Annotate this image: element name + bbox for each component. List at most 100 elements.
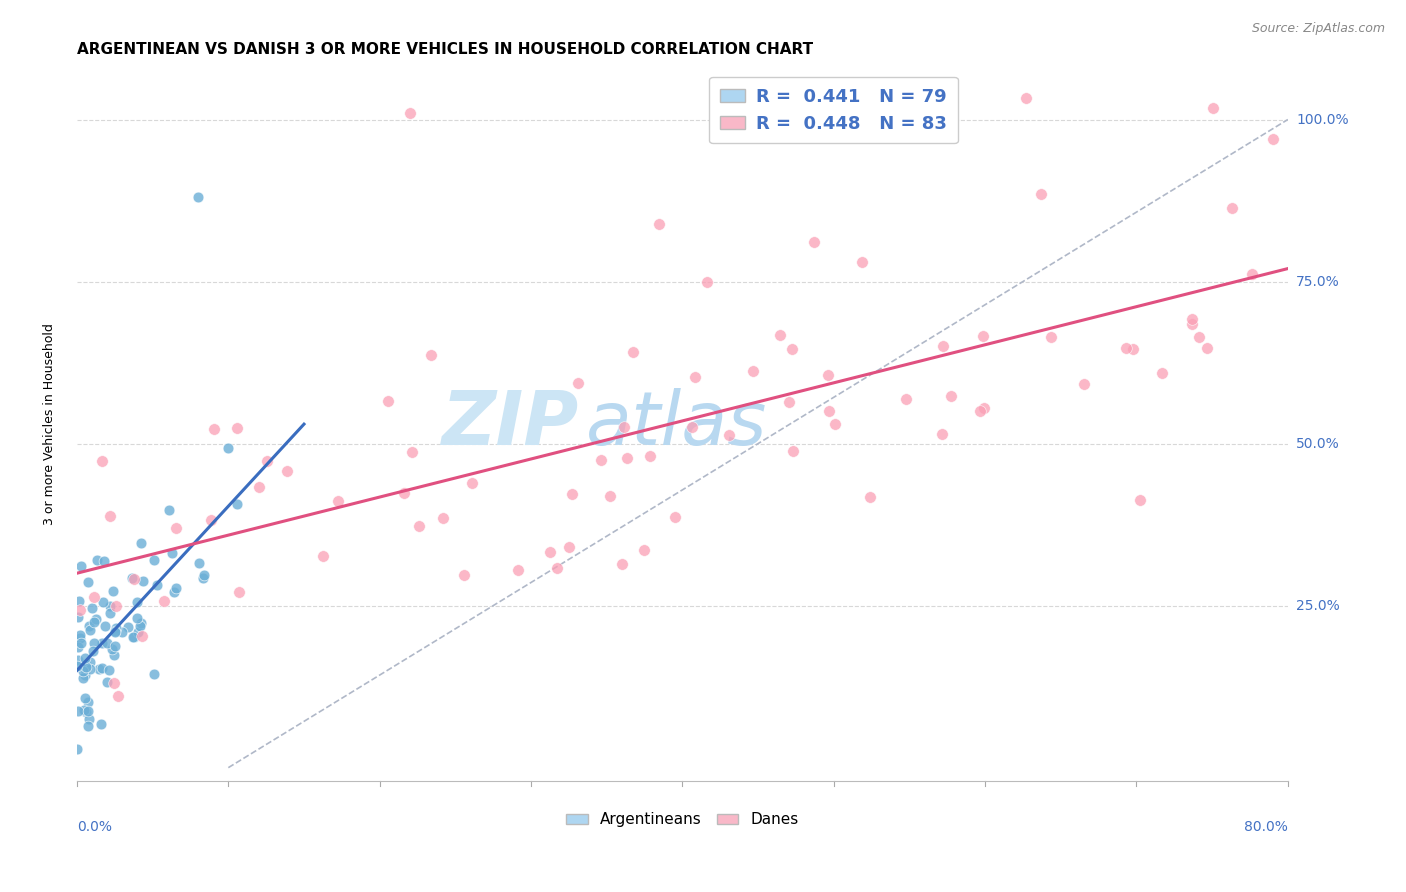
Point	[408, 518, 430, 533]
Point	[567, 376, 589, 390]
Point	[638, 449, 661, 463]
Point	[188, 557, 211, 571]
Point	[717, 427, 740, 442]
Point	[98, 599, 121, 614]
Point	[1181, 311, 1204, 326]
Point	[1188, 330, 1211, 344]
Point	[226, 497, 249, 511]
Point	[104, 621, 127, 635]
Point	[129, 616, 152, 631]
Point	[66, 653, 89, 667]
Point	[420, 348, 443, 362]
Point	[79, 623, 101, 637]
Point	[561, 486, 583, 500]
Point	[621, 344, 644, 359]
Point	[77, 719, 100, 733]
Point	[696, 275, 718, 289]
Point	[160, 546, 183, 560]
Text: 25.0%: 25.0%	[1296, 599, 1340, 613]
Point	[1129, 492, 1152, 507]
Point	[122, 630, 145, 644]
Point	[91, 636, 114, 650]
Point	[100, 641, 122, 656]
Point	[98, 508, 121, 523]
Point	[73, 651, 96, 665]
Point	[129, 619, 152, 633]
Point	[973, 401, 995, 415]
Point	[1202, 101, 1225, 115]
Point	[616, 450, 638, 465]
Point	[105, 599, 128, 614]
Point	[69, 559, 91, 574]
Point	[90, 454, 112, 468]
Point	[187, 190, 209, 204]
Point	[193, 568, 215, 582]
Point	[75, 705, 97, 719]
Point	[80, 600, 103, 615]
Point	[93, 553, 115, 567]
Point	[312, 549, 335, 563]
Point	[127, 625, 149, 640]
Y-axis label: 3 or more Vehicles in Household: 3 or more Vehicles in Household	[44, 323, 56, 525]
Point	[84, 612, 107, 626]
Point	[73, 690, 96, 705]
Point	[664, 510, 686, 524]
Point	[83, 636, 105, 650]
Point	[461, 475, 484, 490]
Point	[538, 545, 561, 559]
Point	[93, 619, 115, 633]
Point	[82, 643, 104, 657]
Point	[326, 493, 349, 508]
Point	[896, 392, 918, 406]
Point	[225, 421, 247, 435]
Point	[681, 420, 703, 434]
Point	[83, 591, 105, 605]
Point	[931, 339, 953, 353]
Point	[818, 404, 841, 418]
Point	[91, 661, 114, 675]
Point	[104, 625, 127, 640]
Point	[972, 329, 994, 343]
Point	[69, 628, 91, 642]
Text: ZIP: ZIP	[443, 388, 579, 460]
Point	[66, 659, 89, 673]
Point	[768, 328, 790, 343]
Point	[122, 572, 145, 586]
Point	[107, 690, 129, 704]
Point	[146, 578, 169, 592]
Point	[859, 491, 882, 505]
Point	[111, 625, 134, 640]
Point	[1029, 187, 1052, 202]
Point	[1181, 317, 1204, 331]
Point	[613, 420, 636, 434]
Point	[969, 404, 991, 418]
Point	[132, 574, 155, 588]
Point	[67, 609, 90, 624]
Point	[66, 741, 89, 756]
Point	[103, 675, 125, 690]
Point	[77, 618, 100, 632]
Point	[1073, 377, 1095, 392]
Point	[98, 606, 121, 620]
Point	[91, 595, 114, 609]
Point	[1122, 343, 1144, 357]
Point	[803, 235, 825, 250]
Point	[127, 611, 149, 625]
Point	[557, 540, 579, 554]
Point	[121, 630, 143, 644]
Point	[191, 571, 214, 585]
Legend: Argentineans, Danes: Argentineans, Danes	[560, 806, 804, 834]
Text: 100.0%: 100.0%	[1296, 112, 1348, 127]
Point	[1195, 341, 1218, 355]
Point	[247, 479, 270, 493]
Point	[69, 631, 91, 645]
Point	[157, 502, 180, 516]
Point	[228, 585, 250, 599]
Point	[1150, 366, 1173, 380]
Point	[1240, 267, 1263, 281]
Point	[546, 560, 568, 574]
Point	[69, 603, 91, 617]
Text: 75.0%: 75.0%	[1296, 275, 1340, 288]
Point	[633, 542, 655, 557]
Point	[121, 571, 143, 585]
